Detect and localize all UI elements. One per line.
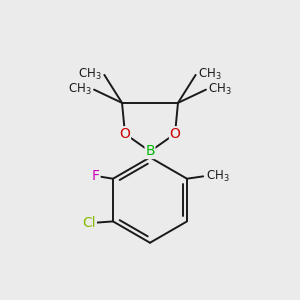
Text: B: B	[145, 145, 155, 158]
Text: CH$_3$: CH$_3$	[206, 169, 230, 184]
Text: CH$_3$: CH$_3$	[68, 82, 92, 97]
Text: CH$_3$: CH$_3$	[208, 82, 232, 97]
Text: F: F	[92, 169, 100, 183]
Text: O: O	[119, 127, 130, 141]
Text: CH$_3$: CH$_3$	[78, 68, 102, 82]
Text: Cl: Cl	[83, 216, 96, 230]
Text: O: O	[169, 127, 181, 141]
Text: CH$_3$: CH$_3$	[198, 68, 222, 82]
